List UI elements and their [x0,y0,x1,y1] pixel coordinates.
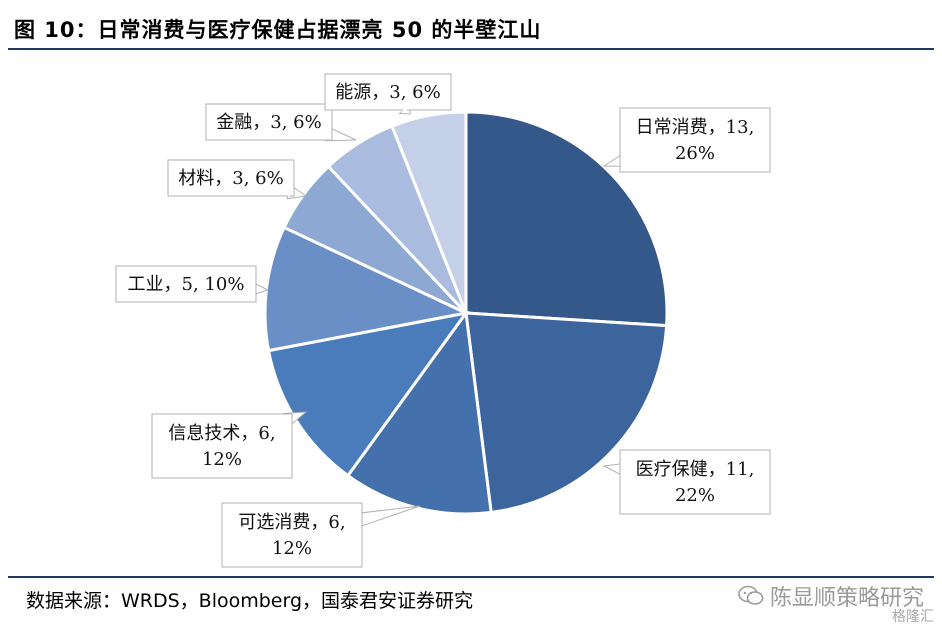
slice-label: 材料，3, 6% [167,159,308,200]
label-box [221,502,363,568]
pie-slice [464,311,669,515]
slice-label: 信息技术，6, 12% [151,411,308,479]
slice-label: 医疗保健，11, 22% [602,449,771,515]
slice-label-text: 能源，3, 6% [335,82,440,103]
watermark: 陈显顺策略研究 [738,580,924,612]
label-box [619,449,771,515]
pie-slice [390,110,468,314]
label-box [151,413,293,479]
watermark-logo-text: 格隆汇 [892,609,934,625]
label-box [205,103,333,141]
slice-label-text: 26% [675,143,715,164]
pie-callouts: 日常消费，13, 26% 医疗保健，11, 22% 可选消费，6, 12% 信息技术，6, 1… [115,73,771,568]
slice-label: 工业，5, 10% [115,265,270,303]
source-note: 数据来源：WRDS，Bloomberg，国泰君安证券研究 [26,590,474,612]
bottom-divider [8,576,934,578]
slice-label-text: 工业，5, 10% [128,274,245,295]
slice-label: 金融，3, 6% [205,103,357,142]
watermark-text: 陈显顺策略研究 [769,586,924,611]
slice-label-text: 信息技术，6, [168,423,275,444]
label-box [115,265,257,303]
pie-slices [263,110,669,516]
slice-label-text: 12% [272,538,312,559]
chart-title: 图 10：日常消费与医疗保健占据漂亮 50 的半壁江山 [14,18,542,42]
pie-slice [263,225,471,353]
slice-label-text: 可选消费，6, [238,512,345,533]
wechat-icon [738,585,764,605]
slice-label-text: 材料，3, 6% [178,168,283,189]
slice-label-text: 日常消费，13, [636,117,755,138]
slice-label-text: 金融，3, 6% [216,112,321,133]
top-divider [8,48,934,50]
slice-label-text: 12% [202,449,242,470]
slice-label: 可选消费，6, 12% [221,502,421,568]
label-box [619,107,771,173]
label-box [324,73,452,111]
label-box [167,159,295,197]
slice-label-text: 22% [675,485,715,506]
slice-label-text: 医疗保健，11, [636,459,755,480]
slice-label: 能源，3, 6% [324,73,452,115]
slice-label: 日常消费，13, 26% [602,107,771,173]
label-pointer [354,505,421,528]
pie-slice [464,110,669,328]
